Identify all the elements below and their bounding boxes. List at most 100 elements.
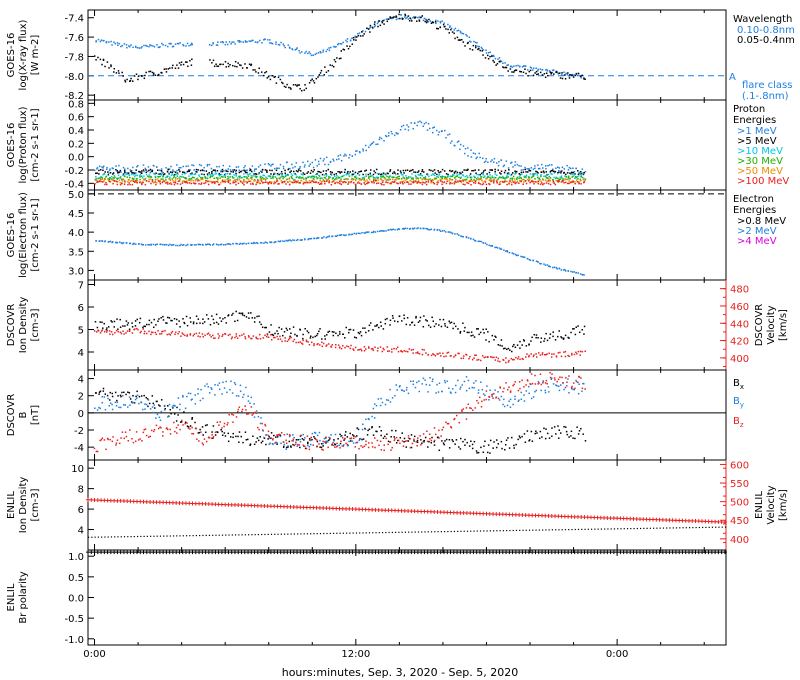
data-point [352,437,355,440]
data-point [164,243,166,246]
data-point [567,178,569,181]
data-point [575,179,578,181]
data-point [362,327,364,329]
data-point [508,169,510,171]
data-point [526,379,529,382]
legend-entry: >1 MeV [737,126,777,137]
data-point [295,441,297,444]
data-point [436,181,438,184]
data-point [112,173,114,175]
data-point [220,243,223,245]
data-point [465,407,468,409]
data-point [180,335,182,337]
data-point [394,228,396,231]
data-point [371,446,374,448]
data-point [520,169,523,171]
data-point [571,173,574,175]
data-point [346,178,349,181]
data-point [397,228,400,230]
data-point [218,172,220,175]
data-point [332,158,334,161]
data-point [342,234,345,236]
data-point [499,183,501,185]
data-point [555,70,558,72]
data-point [195,332,198,335]
data-point [154,179,157,181]
data-point [179,421,182,423]
data-point [152,326,155,329]
data-point [425,18,427,20]
data-point [472,238,475,241]
data-point [529,181,531,184]
data-point [500,176,503,179]
data-point [538,437,541,440]
data-point [121,182,123,185]
data-point [521,344,523,346]
data-point [351,174,353,177]
data-point [212,173,214,176]
legend-entry: >10 MeV [737,146,783,157]
data-point [443,355,445,358]
data-point [405,350,407,353]
data-point [285,183,287,185]
data-point [236,337,239,339]
data-point [144,178,146,180]
data-point [164,330,166,332]
data-point [145,71,147,74]
data-point [379,24,382,27]
data-point [186,335,188,337]
data-point [517,400,520,402]
data-point [413,324,416,326]
data-point [178,177,180,179]
data-point [192,335,195,337]
data-point [132,401,135,404]
data-point [192,179,194,182]
data-point [559,376,561,378]
data-point [567,270,570,272]
data-point [523,400,526,402]
data-point [557,172,559,174]
data-point [417,321,420,323]
data-point [332,65,335,68]
data-point [124,431,127,433]
data-point [485,49,487,52]
data-point [480,172,483,175]
data-point [172,404,175,407]
data-point [561,166,564,168]
data-point [445,421,447,424]
data-point [250,337,252,340]
data-point [353,232,356,235]
data-point [173,317,176,320]
data-point [561,170,563,172]
data-point [373,23,376,25]
data-point [234,320,236,323]
data-point [436,173,438,176]
data-point [483,445,485,447]
data-point [335,174,338,177]
data-point [126,176,128,178]
data-point [322,440,324,443]
data-point [127,440,130,442]
data-point [328,175,330,178]
data-point [273,182,275,185]
data-point [530,353,532,355]
data-point [259,422,262,425]
data-point [460,530,462,532]
data-point [341,175,344,178]
data-point [206,424,208,426]
data-point [211,315,213,317]
data-point [164,44,167,47]
data-point [194,427,197,430]
data-point [226,243,229,245]
data-point [261,429,264,431]
data-point [374,325,376,327]
data-point [270,338,273,341]
data-point [427,531,429,533]
data-point [563,425,565,428]
data-point [494,335,496,338]
data-point [380,449,383,451]
data-point [374,171,377,174]
data-point [261,326,264,329]
data-point [518,177,520,180]
